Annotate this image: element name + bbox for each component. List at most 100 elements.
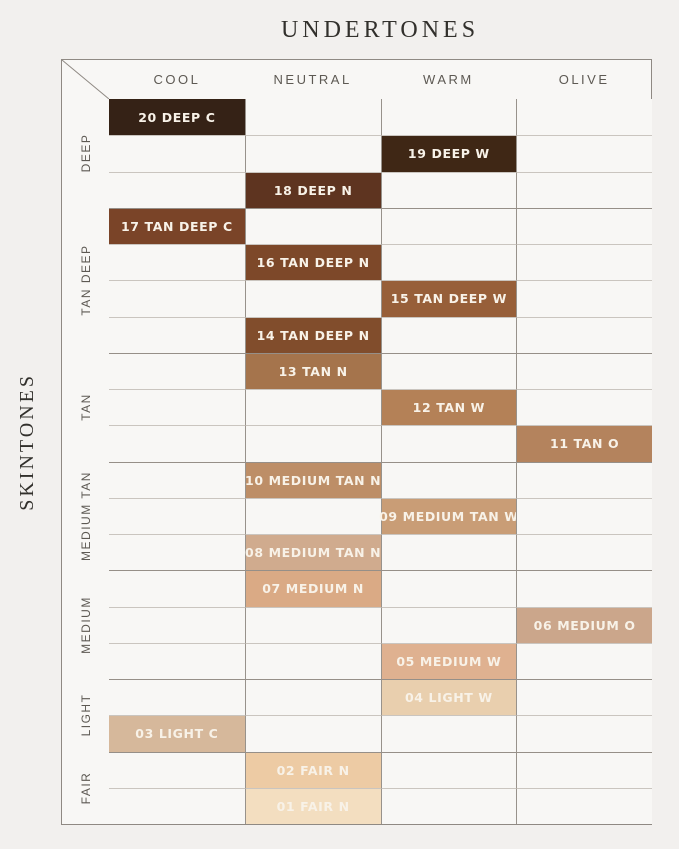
grid-cell: 11 TAN O bbox=[516, 425, 652, 462]
skintone-group-label-text: LIGHT bbox=[78, 693, 93, 737]
shade-label: 19 DEEP W bbox=[407, 146, 490, 162]
grid-cell bbox=[516, 171, 652, 208]
column-header-olive: OLIVE bbox=[558, 72, 610, 87]
grid-cell bbox=[516, 642, 652, 679]
shade-label: 02 FAIR N bbox=[276, 762, 350, 778]
grid-cell: 15 TAN DEEP W bbox=[380, 280, 517, 317]
grid-cell bbox=[380, 570, 517, 607]
grid-cell bbox=[244, 99, 381, 136]
skintone-group-label: MEDIUM TAN bbox=[62, 471, 109, 561]
skintone-label-column: DEEP TAN DEEP TAN MEDIUM TAN MEDIUM LIGHT FAIR bbox=[62, 99, 109, 824]
grid-cell: 13 TAN N bbox=[244, 352, 381, 389]
shade-label: 18 DEEP N bbox=[273, 182, 353, 198]
shade-label: 04 LIGHT W bbox=[404, 690, 493, 706]
grid-cell bbox=[109, 787, 245, 824]
grid-cell bbox=[109, 280, 245, 317]
grid-cell bbox=[380, 461, 517, 498]
shade-cell: 13 TAN N bbox=[245, 353, 381, 389]
chart-frame: COOL NEUTRAL WARM OLIVE DEEP TAN DEEP TAN M… bbox=[61, 59, 652, 825]
skintone-group-label: FAIR bbox=[62, 771, 109, 804]
grid-cell bbox=[109, 679, 245, 716]
grid-cell bbox=[516, 389, 652, 426]
skintone-group-label-text: MEDIUM TAN bbox=[78, 470, 93, 561]
grid-cell bbox=[244, 389, 381, 426]
grid-cell bbox=[109, 570, 245, 607]
corner-diagonal-line bbox=[62, 60, 109, 99]
skintone-group-label: DEEP bbox=[62, 134, 109, 173]
undertone-header-row: COOL NEUTRAL WARM OLIVE bbox=[109, 60, 652, 99]
shade-cell: 09 MEDIUM TAN W bbox=[379, 498, 519, 534]
column-header-neutral: NEUTRAL bbox=[273, 72, 352, 87]
grid-cell: 04 LIGHT W bbox=[380, 679, 517, 716]
column-header-cool: COOL bbox=[153, 72, 201, 87]
shade-label: 17 TAN DEEP C bbox=[121, 218, 233, 234]
grid-cell bbox=[380, 244, 517, 281]
skintone-group-label-text: MEDIUM bbox=[78, 595, 93, 654]
grid-cell bbox=[380, 534, 517, 571]
grid-cell bbox=[380, 606, 517, 643]
shade-label: 07 MEDIUM N bbox=[262, 581, 364, 597]
grid-cell: 12 TAN W bbox=[380, 389, 517, 426]
shade-label: 01 FAIR N bbox=[276, 798, 350, 814]
shade-cell: 10 MEDIUM TAN N bbox=[245, 462, 382, 498]
grid-cell bbox=[516, 751, 652, 788]
row-axis-label-wrap: SKINTONES bbox=[0, 59, 54, 825]
shade-label: 13 TAN N bbox=[278, 363, 348, 379]
grid-cell bbox=[516, 280, 652, 317]
shade-cell: 02 FAIR N bbox=[245, 752, 381, 788]
shade-label: 12 TAN W bbox=[412, 400, 486, 416]
grid-cell: 06 MEDIUM O bbox=[516, 606, 652, 643]
grid-cell bbox=[516, 679, 652, 716]
grid-cell bbox=[109, 389, 245, 426]
grid-cell bbox=[109, 461, 245, 498]
corner-cell bbox=[62, 60, 109, 99]
grid-cell bbox=[516, 99, 652, 136]
shade-label: 08 MEDIUM TAN N bbox=[245, 545, 382, 561]
grid-cell bbox=[516, 207, 652, 244]
shade-cell: 19 DEEP W bbox=[381, 136, 517, 172]
grid-cell: 19 DEEP W bbox=[380, 135, 517, 172]
shade-cell: 03 LIGHT C bbox=[109, 716, 245, 752]
shade-label: 10 MEDIUM TAN N bbox=[245, 472, 382, 488]
grid-cell bbox=[244, 425, 381, 462]
grid-cell bbox=[380, 99, 517, 136]
grid-cell: 09 MEDIUM TAN W bbox=[379, 497, 519, 534]
grid-cell: 05 MEDIUM W bbox=[380, 642, 517, 679]
grid-cell bbox=[109, 244, 245, 281]
shade-cell: 08 MEDIUM TAN N bbox=[245, 535, 382, 571]
shade-label: 11 TAN O bbox=[550, 436, 620, 452]
shade-label: 16 TAN DEEP N bbox=[256, 255, 370, 271]
grid-cell bbox=[516, 316, 652, 353]
shade-cell: 20 DEEP C bbox=[109, 99, 245, 136]
grid-cell bbox=[109, 606, 245, 643]
grid-cell bbox=[109, 135, 245, 172]
shade-grid: 20 DEEP C 19 DEEP W 18 DEEP N 17 TAN DEEP C… bbox=[109, 99, 652, 824]
grid-cell bbox=[516, 715, 652, 752]
grid-cell bbox=[380, 425, 517, 462]
grid-cell bbox=[380, 207, 517, 244]
grid-cell bbox=[244, 642, 381, 679]
column-header-warm: WARM bbox=[423, 72, 474, 87]
grid-cell: 03 LIGHT C bbox=[109, 715, 245, 752]
shade-cell: 15 TAN DEEP W bbox=[381, 281, 517, 317]
shade-cell: 01 FAIR N bbox=[245, 788, 381, 824]
grid-cell bbox=[109, 751, 245, 788]
shade-label: 09 MEDIUM TAN W bbox=[379, 508, 519, 524]
shade-cell: 12 TAN W bbox=[381, 390, 517, 426]
chart-title: UNDERTONES bbox=[280, 17, 480, 43]
grid-cell bbox=[380, 171, 517, 208]
grid-cell bbox=[244, 280, 381, 317]
grid-cell bbox=[109, 171, 245, 208]
grid-cell: 10 MEDIUM TAN N bbox=[244, 461, 382, 498]
grid-cell bbox=[380, 751, 517, 788]
grid-cell bbox=[516, 534, 652, 571]
shade-label: 20 DEEP C bbox=[138, 109, 216, 125]
shade-cell: 16 TAN DEEP N bbox=[245, 245, 381, 281]
grid-cell bbox=[244, 679, 381, 716]
skintone-group-label: TAN DEEP bbox=[62, 245, 109, 316]
shade-cell: 06 MEDIUM O bbox=[517, 607, 652, 643]
grid-cell: 14 TAN DEEP N bbox=[244, 316, 381, 353]
shade-label: 05 MEDIUM W bbox=[396, 653, 502, 669]
grid-cell: 01 FAIR N bbox=[244, 787, 381, 824]
skintone-group-label-text: DEEP bbox=[78, 134, 93, 173]
